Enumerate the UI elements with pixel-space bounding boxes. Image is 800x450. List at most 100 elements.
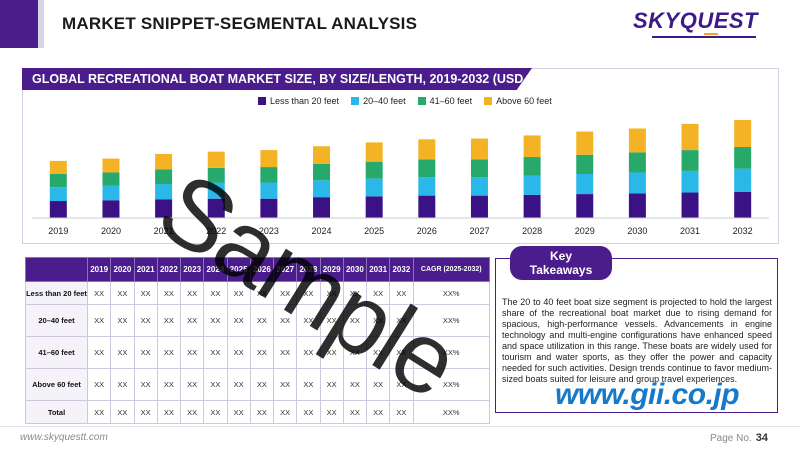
table-cell: XX (272, 336, 298, 369)
bar-segment (470, 177, 488, 196)
x-tick-label: 2026 (417, 226, 437, 236)
table-header-cell: 2029 (319, 257, 344, 282)
bar-segment (207, 182, 225, 199)
table-cell: XX (156, 400, 182, 424)
table-cell: XX (203, 281, 228, 305)
bar-segment (523, 194, 541, 218)
table-cell: XX (156, 336, 182, 369)
table-header-cell: 2031 (365, 257, 391, 282)
table-header-cell: 2022 (156, 257, 182, 282)
legend-item: 41–60 feet (417, 96, 472, 106)
bar-segment (628, 128, 646, 153)
table-cell: XX (226, 336, 251, 369)
table-cell: XX (365, 336, 391, 369)
legend-label: Above 60 feet (496, 96, 552, 106)
bar-segment (260, 167, 278, 183)
legend-item: 20–40 feet (351, 96, 406, 106)
table-cell: XX (272, 304, 298, 337)
bar-segment (260, 150, 278, 168)
bar-segment (681, 170, 699, 193)
table-header-cell: 2028 (296, 257, 321, 282)
bar-segment (207, 167, 225, 183)
bar-segment (49, 187, 67, 202)
bar-segment (734, 191, 752, 218)
bar-segment (102, 172, 120, 186)
table-cell: XX (110, 400, 135, 424)
table-cell: XX (133, 400, 158, 424)
x-tick-label: 2030 (627, 226, 647, 236)
table-cell: XX (203, 304, 228, 337)
stacked-bar-chart: 2019 2020 2021 2022 2023 2024 2025 2026 2027 2028… (32, 120, 769, 236)
bar-segment (102, 158, 120, 173)
takeaways-text: The 20 to 40 feet boat size segment is p… (502, 297, 772, 384)
skyquest-logo: SKYQUEST (632, 8, 758, 33)
table-cell: XX (389, 368, 414, 401)
table-cell: XX (319, 368, 344, 401)
table-row-label: 41–60 feet (25, 336, 88, 369)
legend-item: Less than 20 feet (258, 96, 339, 106)
table-cell: XX (110, 281, 135, 305)
x-tick-label: 2021 (154, 226, 174, 236)
table-cell: XX (133, 304, 158, 337)
table-cell: XX (156, 281, 182, 305)
legend-label: Less than 20 feet (270, 96, 340, 106)
x-tick-label: 2019 (48, 226, 68, 236)
bar-segment (102, 200, 120, 218)
table-cell: XX (296, 400, 321, 424)
table-cell: XX (296, 304, 321, 337)
bar-segment (628, 152, 646, 173)
bar-segment (155, 153, 173, 170)
table-cell: XX (226, 400, 251, 424)
table-cell: XX (179, 304, 205, 337)
table-cell: XX (296, 368, 321, 401)
bar-segment (734, 147, 752, 169)
table-cell: XX (342, 281, 368, 305)
footer-url[interactable]: www.skyquestt.com (20, 432, 108, 443)
table-cell: XX (86, 368, 112, 401)
table-row: 41–60 feet XX XX XX XX XX XX XX XX XX XX XX XX XX XX XX… (25, 336, 490, 369)
table-corner-cell (25, 257, 88, 282)
table-cell: XX (365, 400, 391, 424)
bar-segment (576, 194, 594, 218)
bar-segment (418, 139, 436, 160)
bar-segment (470, 159, 488, 178)
table-cell: XX (272, 281, 298, 305)
bar-segment (260, 198, 278, 218)
table-cell: XX (365, 281, 391, 305)
table-row: 20–40 feet XX XX XX XX XX XX XX XX XX XX XX XX XX XX XX… (25, 304, 490, 337)
table-cell: XX (319, 400, 344, 424)
table-header-cell: 2021 (133, 257, 158, 282)
page-title: MARKET SNIPPET-SEGMENTAL ANALYSIS (62, 14, 418, 33)
table-cell: XX% (412, 281, 490, 305)
table-cell: XX (319, 336, 344, 369)
table-header-cell: 2024 (203, 257, 228, 282)
bar-segment (418, 195, 436, 218)
table-cell: XX (203, 368, 228, 401)
legend-label: 20–40 feet (363, 96, 406, 106)
table-cell: XX (133, 368, 158, 401)
table-cell: XX (226, 281, 251, 305)
table-cell: XX (342, 400, 368, 424)
bar-segment (207, 151, 225, 168)
bar-segment (523, 135, 541, 158)
takeaways-panel (495, 258, 778, 413)
table-header-cell: 2020 (110, 257, 135, 282)
table-header-cell: 2030 (342, 257, 368, 282)
page-number-value: 34 (755, 432, 768, 444)
table-cell: XX (389, 336, 414, 369)
table-cell: XX (272, 368, 298, 401)
logo-underline (652, 33, 756, 38)
table-header-cell: 2026 (249, 257, 275, 282)
table-cell: XX (342, 304, 368, 337)
x-tick-label: 2028 (522, 226, 542, 236)
table-cell: XX (365, 368, 391, 401)
x-tick-label: 2031 (680, 226, 700, 236)
table-cell: XX (86, 304, 112, 337)
bar-segment (628, 193, 646, 218)
table-cell: XX (203, 400, 228, 424)
bar-segment (576, 154, 594, 175)
table-row: Above 60 feet XX XX XX XX XX XX XX XX XX XX XX XX XX X… (25, 368, 490, 401)
bar-segment (681, 123, 699, 151)
table-cell: XX (86, 281, 112, 305)
chart-title-banner: GLOBAL RECREATIONAL BOAT MARKET SIZE, BY… (22, 68, 532, 90)
